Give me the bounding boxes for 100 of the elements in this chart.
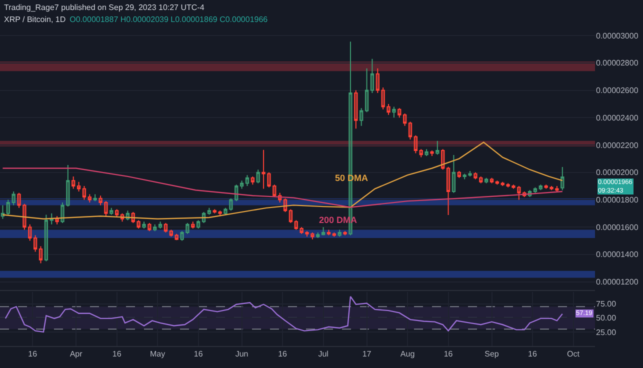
- x-tick-label: 16: [194, 350, 204, 359]
- candlestick: [338, 229, 342, 238]
- candlestick: [33, 234, 38, 252]
- candlestick: [316, 232, 320, 239]
- candlestick: [441, 148, 445, 170]
- text: O0.00001887 H0.00002039 L0.00001869 C0.00001966: [70, 15, 268, 24]
- x-tick-label: 16: [528, 350, 538, 359]
- candlestick: [174, 233, 178, 241]
- y-tick-label: 0.00002600: [596, 86, 639, 96]
- candlestick: [136, 220, 140, 229]
- candlestick: [419, 148, 423, 158]
- y-tick-label: 0.00002200: [596, 140, 639, 150]
- x-tick-label: May: [150, 350, 166, 359]
- candlestick: [180, 230, 184, 242]
- candlestick: [538, 184, 542, 191]
- candlestick: [224, 207, 228, 216]
- candlestick: [288, 208, 293, 224]
- candlestick: [560, 166, 564, 191]
- candlestick: [191, 221, 195, 229]
- candlestick: [360, 108, 364, 126]
- candlestick: [533, 186, 538, 194]
- candlestick: [376, 68, 380, 94]
- candlestick: [364, 68, 369, 113]
- y-tick-label: 25.00: [596, 328, 617, 337]
- candlestick: [6, 199, 10, 216]
- candlestick: [55, 216, 59, 225]
- y-tick-label: 0.00001800: [596, 196, 639, 205]
- candlestick: [250, 176, 254, 186]
- candlestick: [468, 170, 472, 177]
- x-tick-label: 17: [362, 350, 372, 359]
- candlestick: [158, 221, 162, 229]
- candlestick: [430, 150, 434, 156]
- candlestick: [267, 172, 271, 188]
- candlestick: [446, 166, 450, 216]
- candlestick: [153, 224, 157, 232]
- candlestick: [354, 90, 358, 130]
- candlestick: [196, 220, 200, 229]
- candlestick: [424, 148, 428, 156]
- candlestick: [436, 140, 440, 156]
- candlestick: [12, 191, 16, 206]
- candlestick: [44, 214, 48, 262]
- candlestick: [300, 226, 304, 234]
- y-tick-label: 75.00: [596, 300, 617, 309]
- line-series: [4, 296, 563, 333]
- candlestick: [76, 181, 81, 192]
- annotation: Trading_Rage7 published on Sep 29, 2023 10:27 UTC-4: [4, 2, 206, 14]
- candlestick: [310, 232, 314, 240]
- candlestick: [148, 222, 152, 232]
- candlestick: [272, 184, 276, 198]
- candlestick: [142, 221, 146, 229]
- candlestick: [479, 176, 483, 184]
- candlestick: [82, 186, 86, 200]
- candlestick: [240, 180, 244, 190]
- candlestick: [72, 176, 76, 190]
- x-tick-label: Sep: [484, 350, 500, 359]
- candlestick: [110, 207, 114, 216]
- candlestick: [50, 212, 54, 225]
- candlestick: [452, 154, 456, 194]
- candlestick: [169, 229, 173, 238]
- candlestick: [28, 224, 32, 242]
- candlestick: [212, 208, 216, 214]
- candlestick: [17, 192, 21, 208]
- x-tick-label: Oct: [567, 350, 580, 359]
- candlestick: [462, 173, 466, 180]
- candlestick: [392, 106, 396, 118]
- candlestick: [93, 194, 97, 202]
- candlestick: [512, 184, 516, 190]
- candlestick: [186, 222, 190, 234]
- x-tick-label: 16: [112, 350, 122, 359]
- candlestick: [207, 207, 212, 216]
- candlestick: [474, 172, 478, 180]
- candlestick: [66, 164, 70, 208]
- candlestick: [517, 186, 521, 200]
- candlestick: [294, 220, 298, 230]
- y-tick-label: 0.00001200: [596, 278, 639, 287]
- candlestick: [414, 134, 418, 154]
- candlestick: [60, 202, 64, 224]
- candlestick: [256, 169, 260, 184]
- candlestick: [555, 186, 559, 192]
- candlestick: [544, 184, 548, 190]
- candlestick: [550, 186, 554, 191]
- candlestick: [22, 203, 26, 230]
- candlestick: [326, 229, 331, 236]
- candlestick: [370, 58, 374, 94]
- text: XRP / Bitcoin, 1D: [4, 15, 66, 24]
- y-tick-label: 0.00001600: [596, 222, 639, 232]
- candlestick: [495, 180, 500, 186]
- candlestick: [321, 226, 326, 236]
- candlestick: [343, 230, 347, 236]
- candlestick: [38, 246, 43, 264]
- candlestick: [115, 208, 119, 218]
- candlestick: [408, 121, 412, 140]
- candlestick: [402, 113, 407, 126]
- y-tick-label: 50.00: [596, 314, 617, 323]
- candlestick: [262, 149, 266, 190]
- candlestick: [484, 177, 488, 184]
- x-tick-label: 16: [278, 350, 288, 359]
- candlestick: [398, 108, 402, 118]
- y-tick-label: 0.00002800: [596, 58, 639, 68]
- x-tick-label: 16: [444, 350, 454, 359]
